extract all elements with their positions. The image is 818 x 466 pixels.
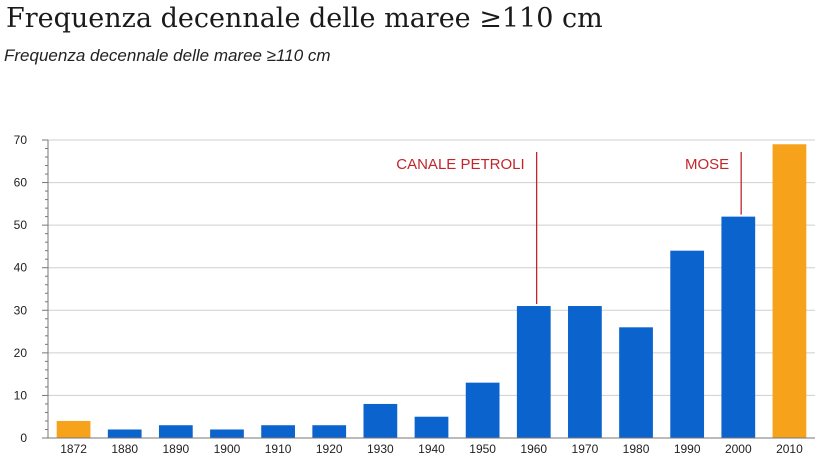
bar-1920: [312, 425, 347, 438]
bar-1900: [210, 429, 244, 438]
x-tick-label: 2010: [776, 442, 803, 456]
x-tick-label: 1920: [316, 442, 343, 456]
x-tick-label: 1950: [469, 442, 496, 456]
y-tick-label: 10: [14, 388, 28, 402]
y-tick-label: 40: [14, 261, 28, 275]
bar-1872: [56, 420, 91, 438]
x-tick-label: 2000: [725, 442, 752, 456]
bar-1980: [619, 327, 653, 438]
chart-subtitle: Frequenza decennale delle maree ≥110 cm: [4, 46, 331, 65]
y-tick-label: 70: [14, 133, 28, 147]
bar-1910: [261, 425, 295, 438]
bar-1950: [465, 382, 500, 438]
x-tick-label: 1960: [520, 442, 547, 456]
bar-1930: [363, 403, 398, 438]
x-tick-label: 1900: [214, 442, 241, 456]
y-tick-label: 0: [20, 431, 27, 445]
bar-1990: [670, 250, 705, 438]
x-tick-label: 1990: [674, 442, 701, 456]
bar-1940: [414, 416, 449, 438]
x-tick-label: 1930: [367, 442, 394, 456]
x-tick-label: 1890: [162, 442, 189, 456]
y-tick-label: 60: [14, 176, 28, 190]
bar-2000: [721, 216, 756, 438]
y-tick-label: 30: [14, 303, 28, 317]
annotation-label: CANALE PETROLI: [396, 156, 524, 173]
x-tick-label: 1940: [418, 442, 445, 456]
x-tick-label: 1910: [265, 442, 292, 456]
bar-1970: [568, 306, 602, 438]
annotation-label: MOSE: [685, 156, 729, 173]
x-tick-label: 1980: [623, 442, 650, 456]
x-tick-label: 1872: [60, 442, 87, 456]
y-tick-label: 50: [14, 218, 28, 232]
x-tick-label: 1880: [111, 442, 138, 456]
chart-title: Frequenza decennale delle maree ≥110 cm: [6, 3, 603, 34]
bar-1880: [107, 429, 142, 438]
bar-1960: [516, 306, 551, 438]
bar-2010: [772, 144, 807, 438]
y-tick-label: 20: [14, 346, 28, 360]
bar-1890: [158, 425, 193, 438]
x-tick-label: 1970: [572, 442, 599, 456]
